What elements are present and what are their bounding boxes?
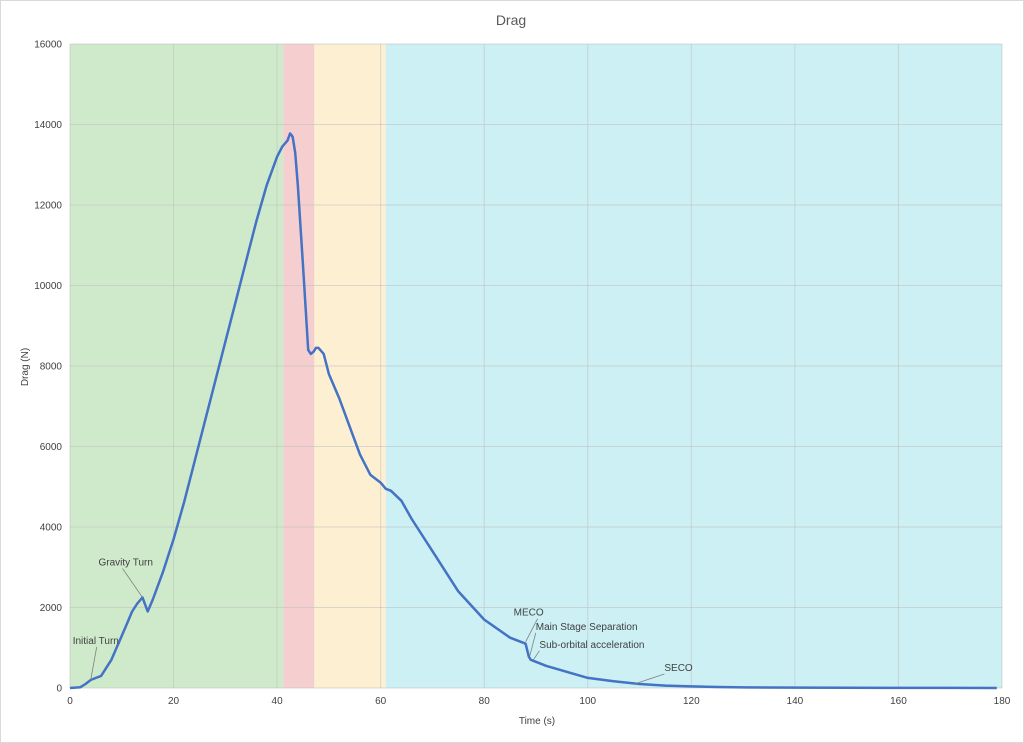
annotation-label-2: MECO: [514, 608, 544, 619]
x-tick-label-1: 20: [168, 696, 180, 707]
y-tick-label-3: 6000: [40, 442, 63, 453]
x-tick-label-6: 120: [683, 696, 700, 707]
x-axis-title: Time (s): [519, 716, 555, 727]
x-tick-label-7: 140: [787, 696, 804, 707]
x-tick-label-5: 100: [579, 696, 596, 707]
annotation-leader-2: [525, 618, 538, 642]
y-tick-label-4: 8000: [40, 362, 63, 373]
annotation-label-0: Initial Turn: [73, 636, 119, 647]
x-tick-label-4: 80: [479, 696, 491, 707]
annotation-label-1: Gravity Turn: [98, 557, 152, 568]
y-tick-label-5: 10000: [34, 281, 62, 292]
x-tick-label-8: 160: [890, 696, 907, 707]
y-tick-labels: 0 2000 4000 6000 8000 10000 12000 14000 16000: [34, 40, 62, 695]
x-tick-label-9: 180: [994, 696, 1011, 707]
y-tick-label-1: 2000: [40, 603, 63, 614]
drag-series-line-0: [69, 132, 997, 690]
annotation-leader-4: [533, 650, 540, 661]
series-layer: [69, 132, 997, 690]
y-tick-label-0: 0: [56, 684, 62, 695]
annotation-label-4: Sub-orbital acceleration: [539, 640, 644, 651]
annotation-label-5: SECO: [664, 663, 693, 674]
y-tick-label-7: 14000: [34, 120, 62, 131]
y-tick-label-2: 4000: [40, 523, 63, 534]
gridlines: [69, 43, 1003, 689]
annotation-layer: Initial Turn Gravity Turn MECO Main Stage S…: [73, 557, 693, 685]
annotation-label-3: Main Stage Separation: [536, 622, 638, 633]
x-tick-label-3: 60: [375, 696, 387, 707]
y-tick-label-6: 12000: [34, 201, 62, 212]
annotation-leader-1: [122, 568, 143, 598]
x-tick-label-0: 0: [67, 696, 73, 707]
y-axis-title: Drag (N): [20, 348, 31, 386]
annotation-leader-3: [529, 632, 537, 656]
annotation-leader-5: [634, 673, 665, 685]
annotation-leader-0: [90, 646, 98, 681]
y-tick-label-8: 16000: [34, 40, 62, 51]
x-tick-labels: 0 20 40 60 80 100 120 140 160 180: [67, 696, 1011, 707]
x-tick-label-2: 40: [272, 696, 284, 707]
chart-title: Drag: [496, 12, 526, 28]
